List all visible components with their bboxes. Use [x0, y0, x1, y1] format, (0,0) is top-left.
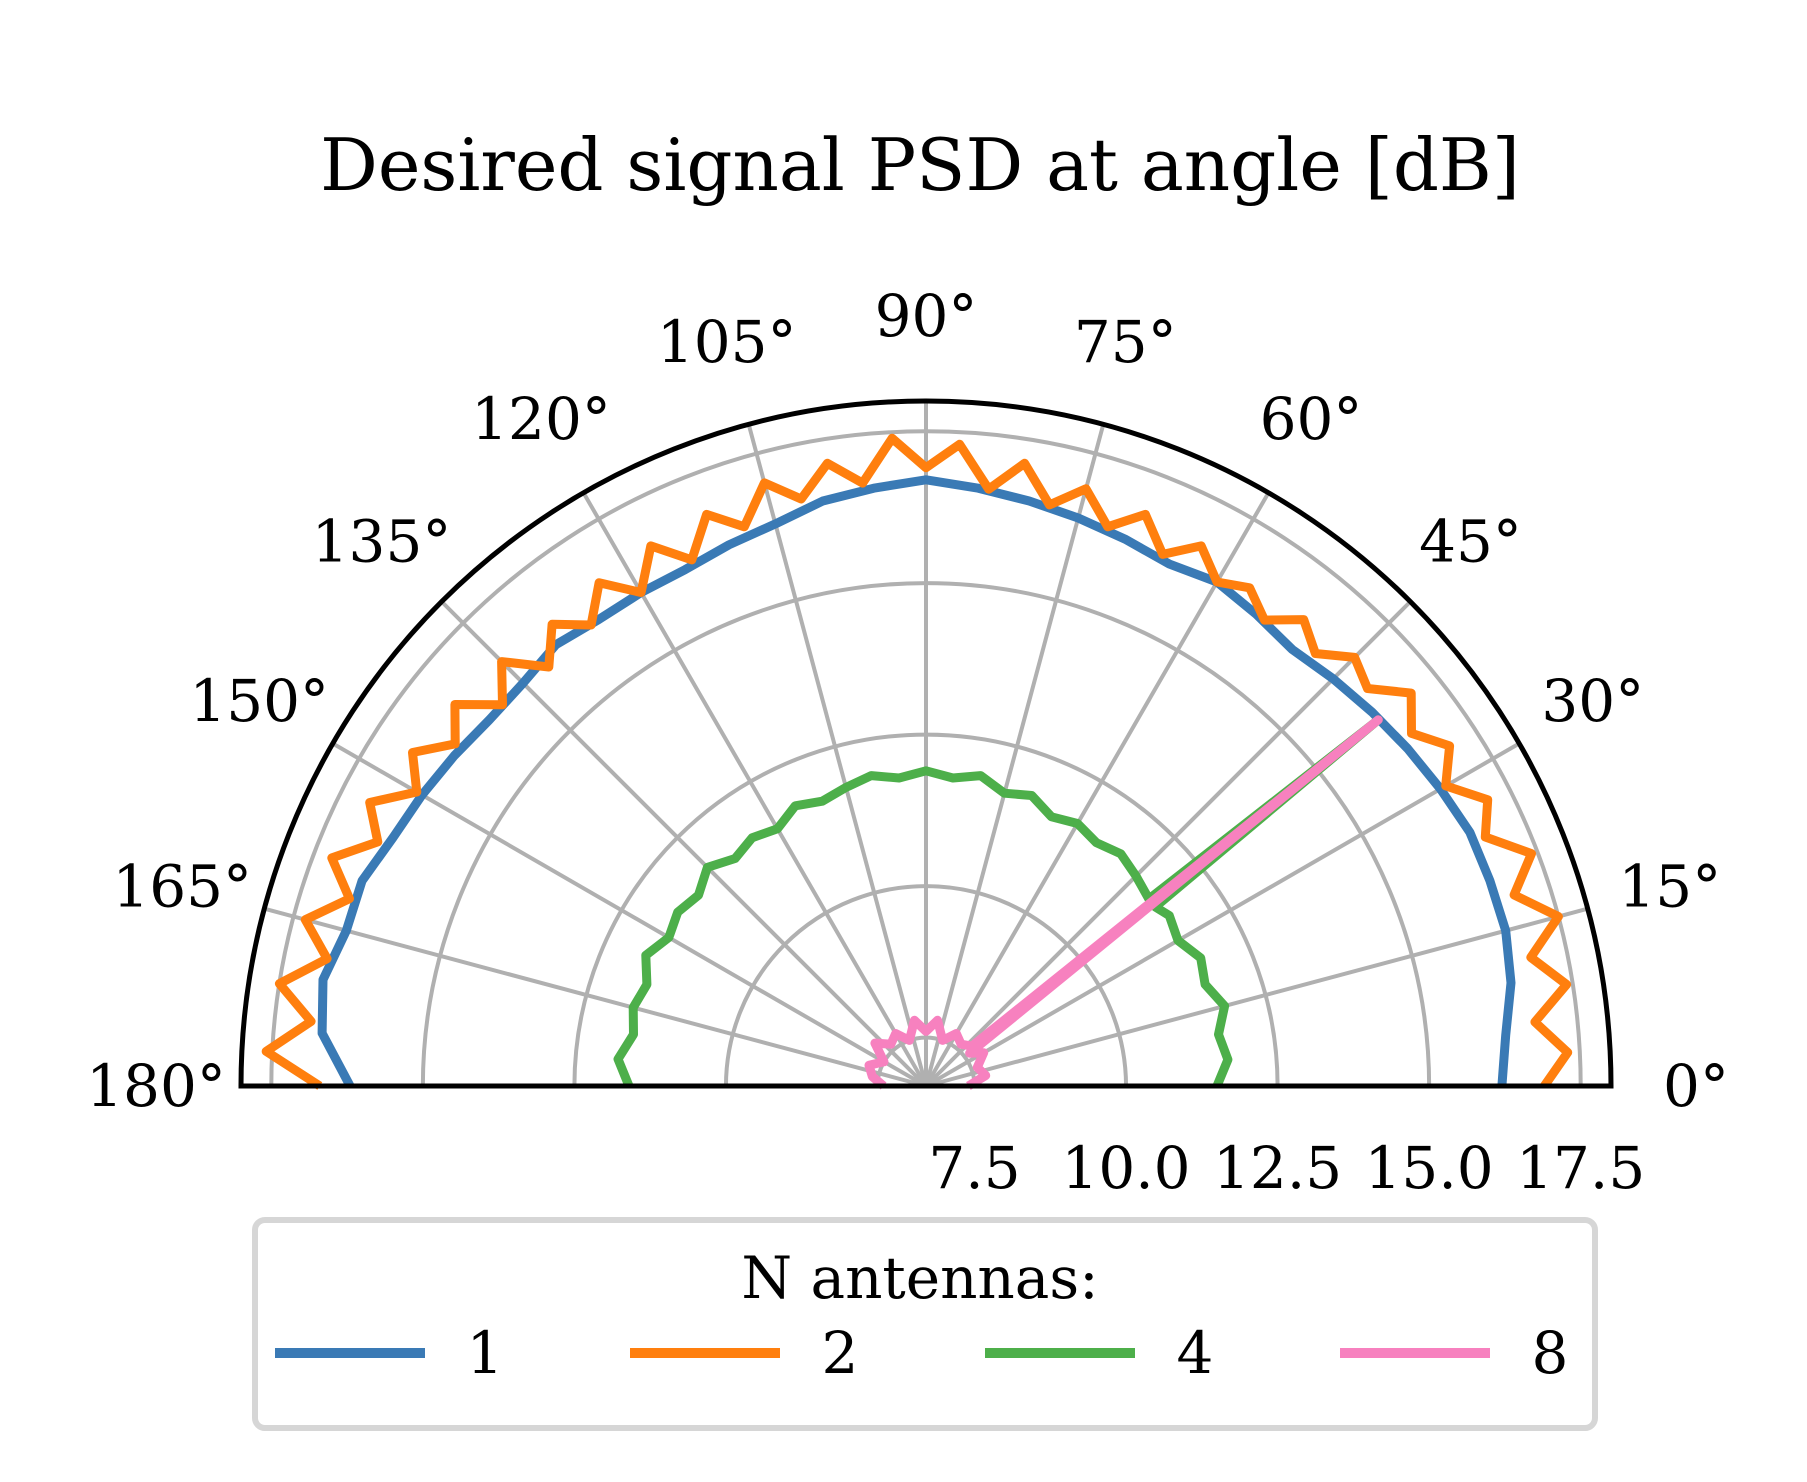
angular-gridline-9	[440, 600, 928, 1088]
angle-tick-label: 0°	[1663, 1052, 1729, 1120]
angle-tick-label: 135°	[312, 508, 452, 576]
angle-tick-label: 60°	[1260, 385, 1363, 453]
series-line-2	[261, 433, 1573, 1090]
radial-tick-label: 15.0	[1365, 1134, 1494, 1202]
angular-gridline-7	[746, 423, 928, 1087]
angle-tick-label: 15°	[1618, 853, 1721, 921]
angle-tick-label: 120°	[471, 385, 611, 453]
angular-gridline-2	[925, 741, 1521, 1088]
radial-tick-label: 12.5	[1213, 1134, 1342, 1202]
angular-gridline-4	[924, 491, 1271, 1088]
polar-frame	[238, 398, 1614, 1089]
series-line-8	[864, 715, 1383, 1090]
angle-tick-label: 165°	[112, 853, 252, 921]
angle-tick-label: 180°	[86, 1052, 226, 1120]
radial-tick-label: 10.0	[1061, 1134, 1190, 1202]
legend-title: N antennas:	[741, 1244, 1098, 1312]
angle-tick-label: 75°	[1074, 308, 1177, 376]
radial-tick-label: 7.5	[928, 1134, 1020, 1202]
chart-title: Desired signal PSD at angle [dB]	[320, 123, 1520, 207]
angular-gridline-1	[925, 906, 1589, 1088]
radial-tick-label: 17.5	[1516, 1134, 1645, 1202]
legend-label-2: 2	[822, 1319, 859, 1387]
legend-items: 1 2 4 8	[275, 1319, 1568, 1387]
series-layer	[261, 433, 1573, 1090]
legend-label-8: 8	[1532, 1319, 1569, 1387]
angular-gridline-5	[924, 423, 1106, 1087]
polar-outline	[238, 398, 1614, 1089]
legend-box	[252, 1217, 1598, 1431]
series-line-4	[613, 715, 1383, 1088]
angle-tick-label: 105°	[657, 308, 797, 376]
angle-tick-label: 150°	[189, 667, 329, 735]
legend-label-1: 1	[467, 1319, 504, 1387]
legend-label-4: 4	[1177, 1319, 1214, 1387]
legend: N antennas: 1 2 4 8	[252, 1217, 1598, 1431]
series-line-1	[317, 475, 1516, 1089]
angle-tick-label: 45°	[1419, 508, 1522, 576]
angle-tick-label: 30°	[1541, 667, 1644, 735]
angular-gridline-3	[924, 600, 1412, 1088]
angular-gridline-10	[331, 741, 928, 1088]
angle-tick-labels: 0° 15° 30° 45° 60° 75° 90° 105° 120° 135° 150° 165°…	[86, 282, 1729, 1120]
radial-tick-labels: 7.5 10.0 12.5 15.0 17.5	[928, 1134, 1645, 1202]
angle-tick-label: 90°	[875, 282, 978, 350]
angular-gridline-11	[263, 906, 927, 1088]
